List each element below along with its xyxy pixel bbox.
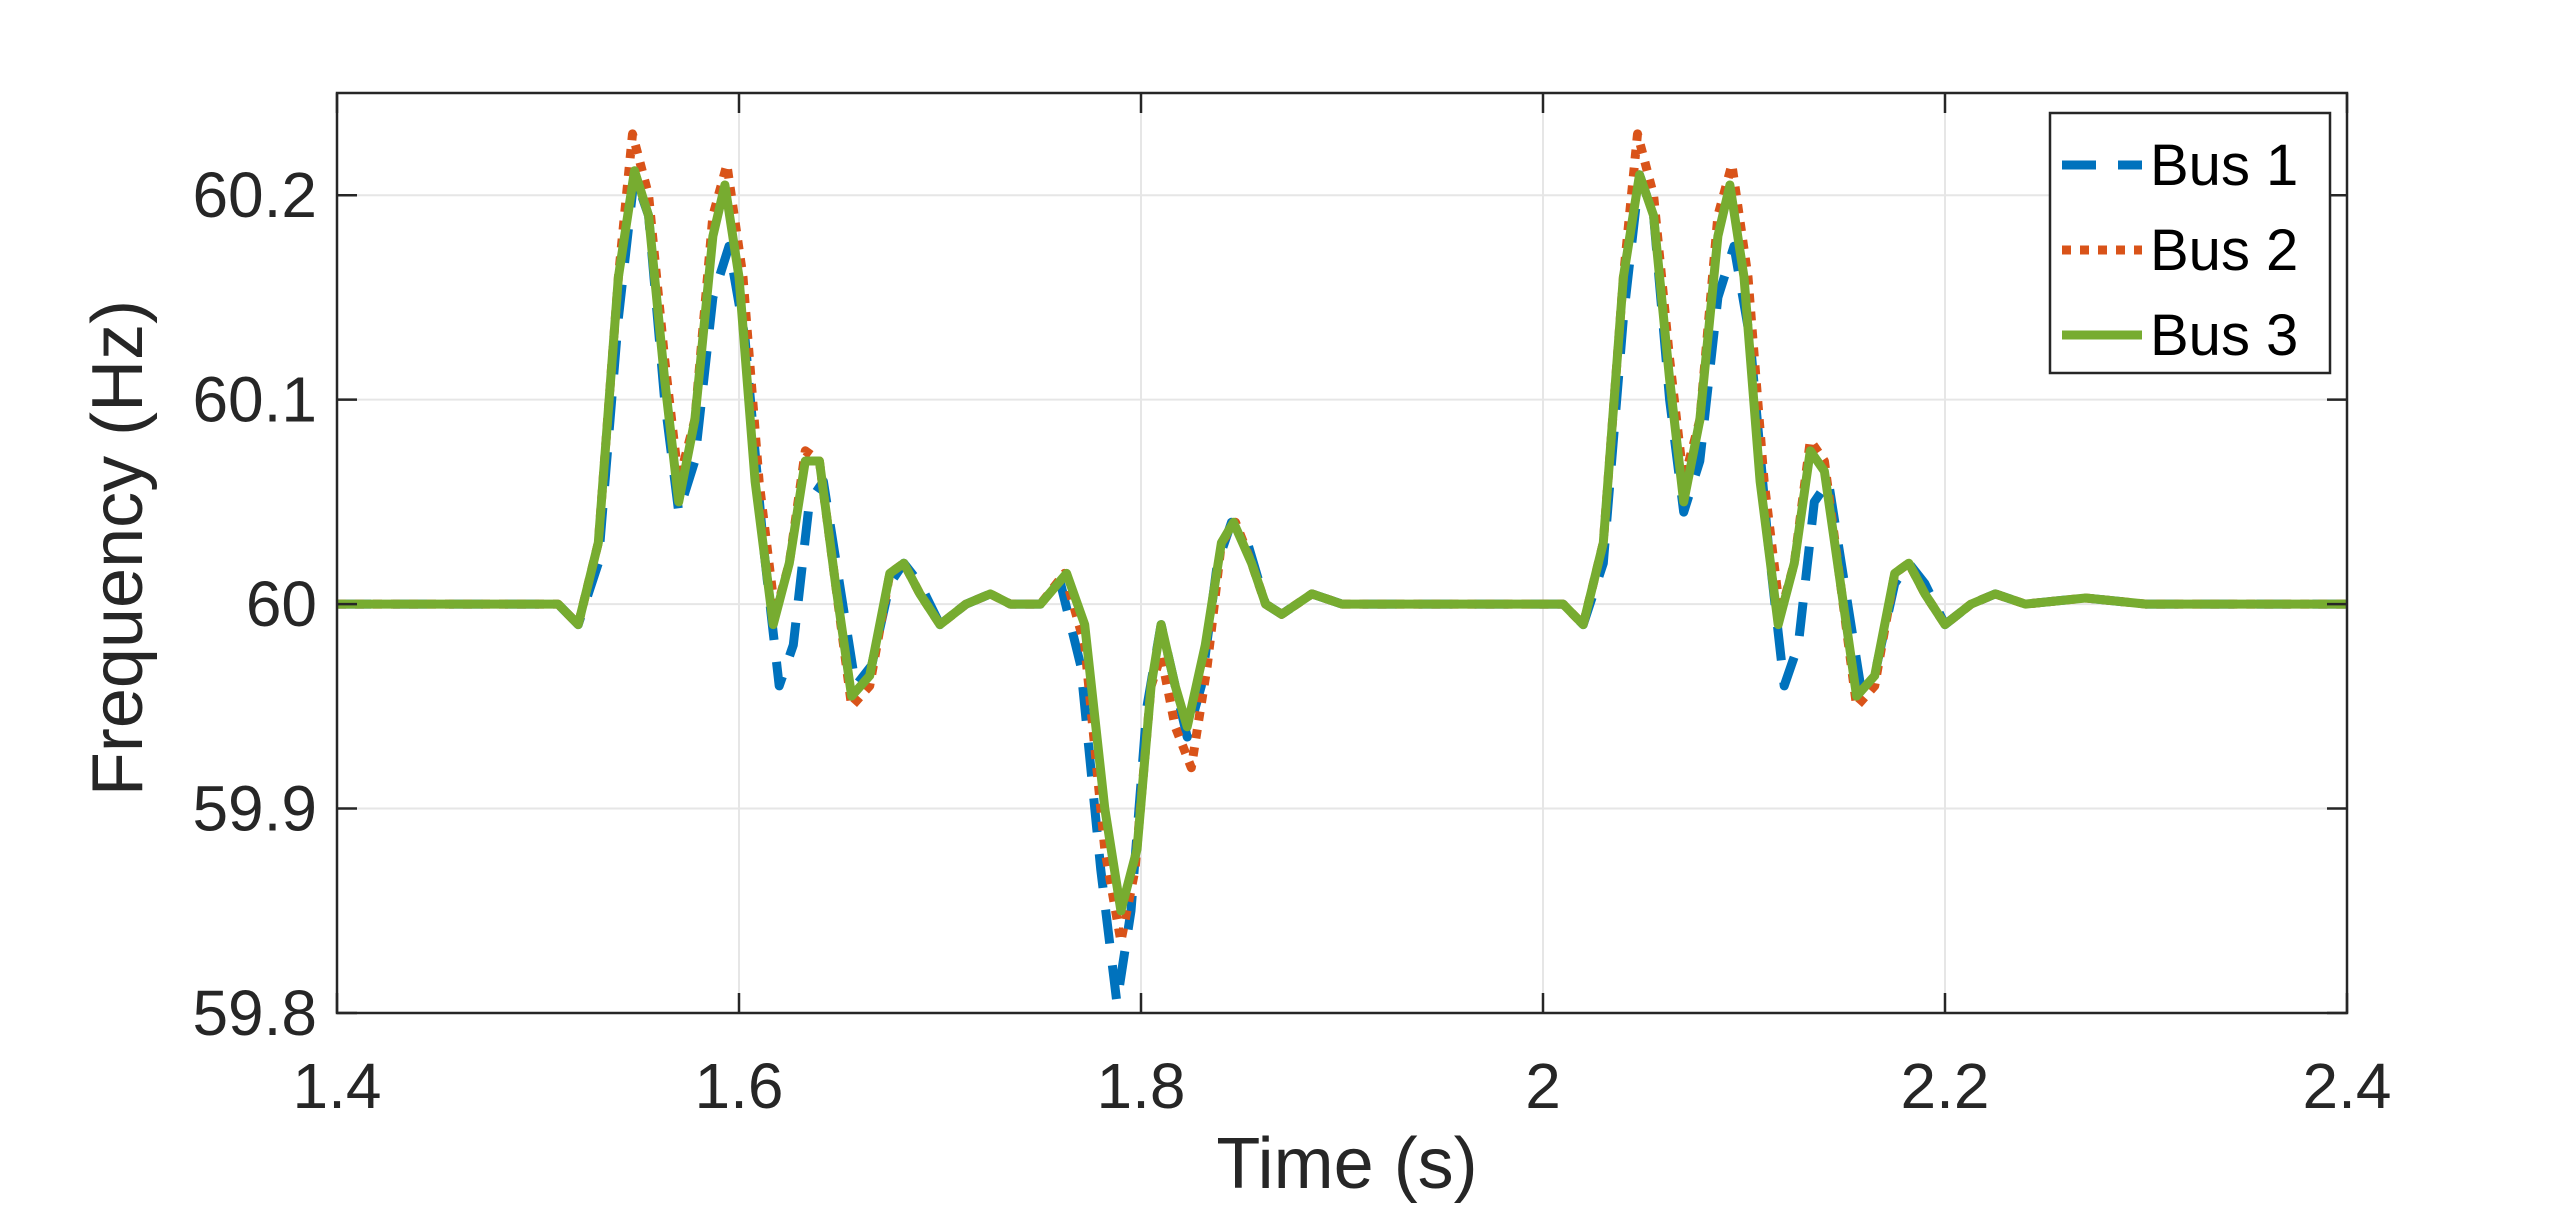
y-tick-label: 60.2 xyxy=(192,159,317,231)
plot-area xyxy=(335,91,2349,1015)
axes-box xyxy=(335,91,2349,1015)
x-tick-label: 1.6 xyxy=(695,1050,784,1122)
legend-label-bus-3: Bus 3 xyxy=(2150,303,2298,368)
y-tick-label: 59.8 xyxy=(192,977,317,1049)
x-tick-label: 2.2 xyxy=(1901,1050,1990,1122)
y-tick-label: 59.9 xyxy=(192,773,317,845)
y-tick-label: 60.1 xyxy=(192,364,317,436)
series-group xyxy=(337,129,2347,1008)
y-axis-ticks: 59.8 59.9 60 60.1 60.2 xyxy=(192,159,2347,1049)
x-tick-label: 1.4 xyxy=(293,1050,382,1122)
series-line-bus-3 xyxy=(337,166,2347,916)
y-tick-label: 60 xyxy=(246,568,317,640)
x-tick-label: 2 xyxy=(1525,1050,1561,1122)
x-axis-title: Time (s) xyxy=(1216,1124,1477,1204)
x-tick-label: 1.8 xyxy=(1097,1050,1186,1122)
y-axis-title: Frequency (Hz) xyxy=(78,300,158,796)
legend-label-bus-2: Bus 2 xyxy=(2150,218,2298,283)
x-tick-label: 2.4 xyxy=(2303,1050,2392,1122)
legend-box xyxy=(2048,111,2332,375)
legend-label-bus-1: Bus 1 xyxy=(2150,133,2298,198)
x-axis-ticks: 1.4 1.6 1.8 2 2.2 2.4 xyxy=(293,93,2392,1122)
legend: Bus 1 Bus 2 Bus 3 xyxy=(2048,111,2332,375)
